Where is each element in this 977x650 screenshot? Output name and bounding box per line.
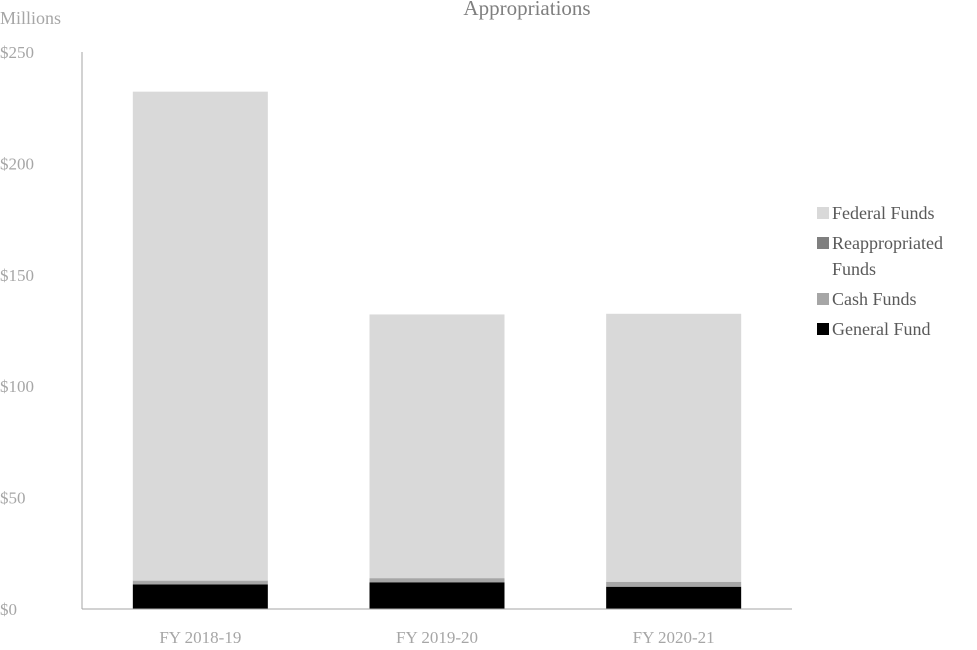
- y-tick-label: $50: [0, 489, 26, 508]
- x-tick-label: FY 2018-19: [159, 628, 241, 647]
- x-axis-ticks: FY 2018-19 FY 2019-20 FY 2020-21: [159, 628, 714, 647]
- bar-segment: [606, 313, 742, 582]
- legend-swatch: [817, 207, 829, 219]
- chart-title: Appropriations: [463, 0, 590, 20]
- legend-label: Reappropriated Funds: [832, 233, 943, 279]
- legend-item: Cash Funds: [817, 286, 977, 312]
- legend-label: Federal Funds: [832, 203, 935, 223]
- bar-segment: [132, 581, 268, 585]
- bar-segment: [606, 586, 742, 609]
- y-tick-label: $200: [0, 154, 34, 173]
- bar-segment: [132, 91, 268, 581]
- y-tick-label: $250: [0, 43, 34, 62]
- bar-segment: [606, 582, 742, 587]
- legend-item: Reappropriated Funds: [817, 230, 977, 282]
- bar-segment: [369, 582, 505, 609]
- legend-label: General Fund: [832, 319, 931, 339]
- legend-item: Federal Funds: [817, 200, 977, 226]
- legend-swatch: [817, 323, 829, 335]
- legend-swatch: [817, 237, 829, 249]
- y-tick-label: $150: [0, 266, 34, 285]
- y-axis-ticks: $0 $50 $100 $150 $200 $250: [0, 43, 34, 619]
- bar-segment: [132, 584, 268, 609]
- x-tick-label: FY 2020-21: [633, 628, 715, 647]
- bars: [132, 91, 742, 609]
- y-tick-label: $0: [0, 600, 17, 619]
- bar-segment: [369, 314, 505, 579]
- legend-swatch: [817, 293, 829, 305]
- legend-item: General Fund: [817, 316, 977, 342]
- x-tick-label: FY 2019-20: [396, 628, 478, 647]
- units-label: Millions: [0, 8, 61, 28]
- legend: Federal Funds Reappropriated Funds Cash Fu…: [817, 200, 977, 346]
- bar-segment: [369, 578, 505, 583]
- legend-label: Cash Funds: [832, 289, 917, 309]
- y-tick-label: $100: [0, 377, 34, 396]
